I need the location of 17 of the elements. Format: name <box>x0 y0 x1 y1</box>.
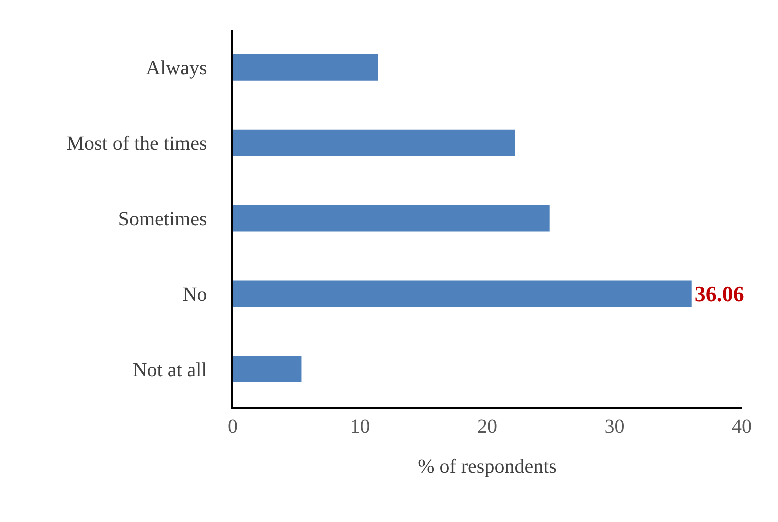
y-tick-label: Most of the times <box>66 133 208 156</box>
data-label: 36.06 <box>694 281 744 306</box>
y-tick-label: No <box>182 284 208 306</box>
x-tick-label: 30 <box>604 416 625 438</box>
y-tick-label: Not at all <box>132 359 208 382</box>
x-axis-title: % of respondents <box>418 456 558 478</box>
x-tick-label: 40 <box>732 416 752 438</box>
y-tick-label: Sometimes <box>118 208 208 230</box>
bar <box>233 54 378 81</box>
bar <box>233 280 692 308</box>
x-tick-label: 0 <box>228 416 238 438</box>
bar <box>233 130 516 156</box>
x-tick-label: 10 <box>350 416 370 438</box>
bar <box>233 205 550 232</box>
x-tick-label: 20 <box>478 416 498 438</box>
bar <box>233 356 302 382</box>
y-tick-label: Always <box>146 58 208 80</box>
